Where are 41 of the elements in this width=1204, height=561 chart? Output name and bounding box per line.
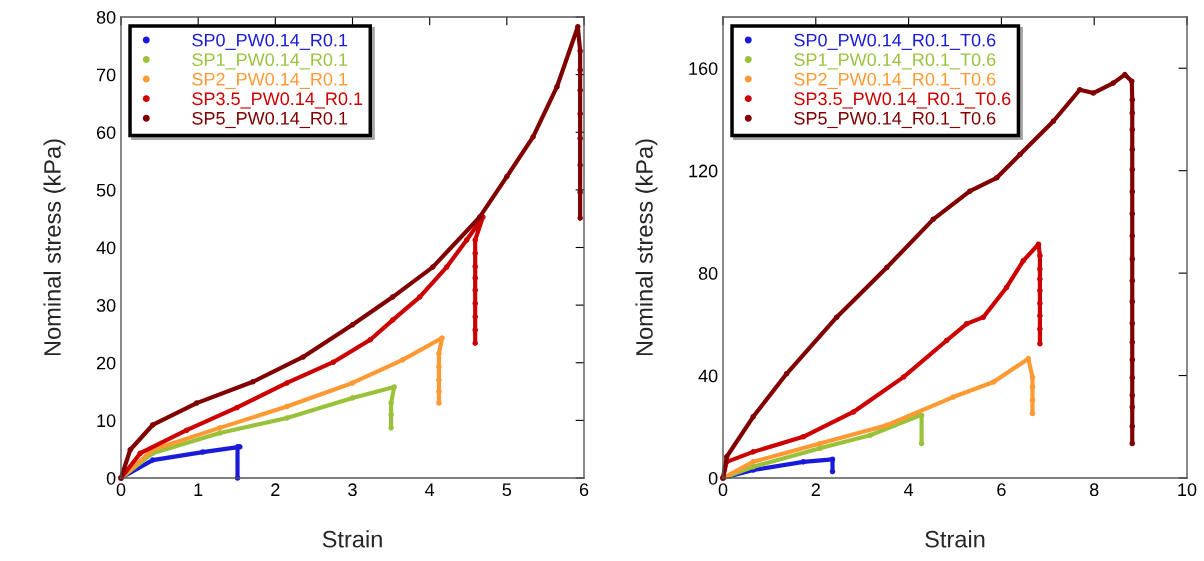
x-tick-label: 1: [194, 483, 203, 496]
legend-label: SP2_PW0.14_R0.1: [192, 72, 348, 89]
y-tick-label: 80: [96, 10, 116, 24]
y-tick-label: 30: [96, 299, 116, 312]
y-tick-label: 10: [97, 414, 116, 428]
legend-label: SP5_PW0.14_R0.1: [192, 111, 348, 129]
legend-label: SP5_PW0.14_R0.1_T0.6: [794, 111, 996, 129]
x-tick-label: 10: [1178, 483, 1197, 497]
x-axis-title: Strain: [322, 530, 382, 548]
x-tick-label: 5: [502, 483, 512, 497]
y-tick-label: 40: [698, 369, 718, 383]
x-tick-label: 2: [271, 483, 280, 496]
y-axis-title: Nominal stress (kPa): [43, 139, 66, 356]
y-tick-label: 0: [708, 471, 718, 485]
legend-label: SP1_PW0.14_R0.1: [192, 53, 348, 70]
y-tick-label: 70: [96, 68, 116, 82]
legend-label: SP3.5_PW0.14_R0.1_T0.6: [794, 92, 1011, 109]
y-tick-label: 40: [96, 241, 116, 255]
y-tick-label: 20: [96, 356, 116, 370]
y-tick-label: 120: [689, 164, 718, 178]
y-tick-label: 50: [96, 183, 116, 197]
legend-label: SP1_PW0.14_R0.1_T0.6: [794, 53, 996, 70]
y-tick-label: 0: [106, 471, 116, 485]
legend-label: SP0_PW0.14_R0.1: [192, 33, 348, 50]
x-tick-label: 0: [116, 483, 126, 497]
x-tick-label: 3: [348, 483, 357, 497]
x-tick-label: 6: [579, 483, 589, 497]
x-tick-label: 6: [997, 483, 1006, 497]
x-axis-title: Strain: [925, 530, 985, 548]
x-tick-label: 4: [903, 483, 914, 496]
y-axis-title: Nominal stress (kPa): [635, 139, 658, 356]
y-tick-label: 80: [698, 267, 718, 280]
x-tick-label: 2: [811, 483, 820, 496]
y-tick-label: 60: [96, 126, 116, 139]
x-tick-label: 0: [718, 483, 728, 497]
x-tick-label: 4: [425, 483, 435, 496]
legend-label: SP0_PW0.14_R0.1_T0.6: [794, 33, 996, 50]
x-tick-label: 8: [1089, 483, 1099, 497]
legend-label: SP2_PW0.14_R0.1_T0.6: [794, 72, 996, 89]
y-tick-label: 160: [689, 62, 718, 75]
legend-label: SP3.5_PW0.14_R0.1: [192, 92, 363, 109]
